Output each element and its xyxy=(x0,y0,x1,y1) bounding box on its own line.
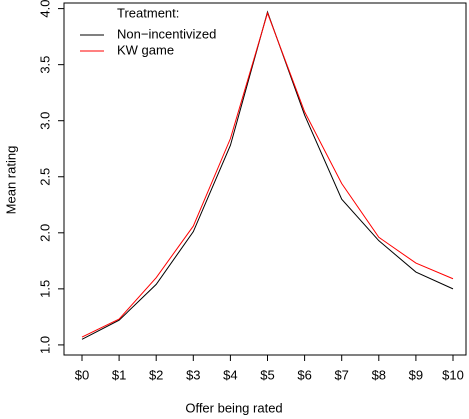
y-tick-label: 3.5 xyxy=(37,56,52,74)
x-axis-title: Offer being rated xyxy=(185,400,282,415)
x-tick-label: $5 xyxy=(260,367,274,382)
x-tick-label: $1 xyxy=(112,367,126,382)
y-axis-title: Mean rating xyxy=(3,146,18,215)
legend-title: Treatment: xyxy=(117,5,179,20)
y-tick-label: 1.0 xyxy=(37,336,52,354)
x-tick-label: $2 xyxy=(149,367,163,382)
y-tick-label: 3.0 xyxy=(37,112,52,130)
x-tick-label: $0 xyxy=(75,367,89,382)
x-tick-label: $9 xyxy=(409,367,423,382)
x-tick-label: $6 xyxy=(297,367,311,382)
y-tick-label: 1.5 xyxy=(37,280,52,298)
legend-label: Non−incentivized xyxy=(117,26,216,41)
series-line xyxy=(81,11,454,338)
x-tick-label: $3 xyxy=(186,367,200,382)
y-tick-label: 2.0 xyxy=(37,224,52,242)
x-tick-label: $7 xyxy=(334,367,348,382)
y-tick-label: 2.5 xyxy=(37,168,52,186)
x-tick-label: $8 xyxy=(372,367,386,382)
y-tick-label: 4.0 xyxy=(37,0,52,18)
legend-label: KW game xyxy=(117,42,174,57)
x-tick-label: $4 xyxy=(223,367,237,382)
x-tick-label: $10 xyxy=(442,367,464,382)
series-line xyxy=(81,10,454,340)
